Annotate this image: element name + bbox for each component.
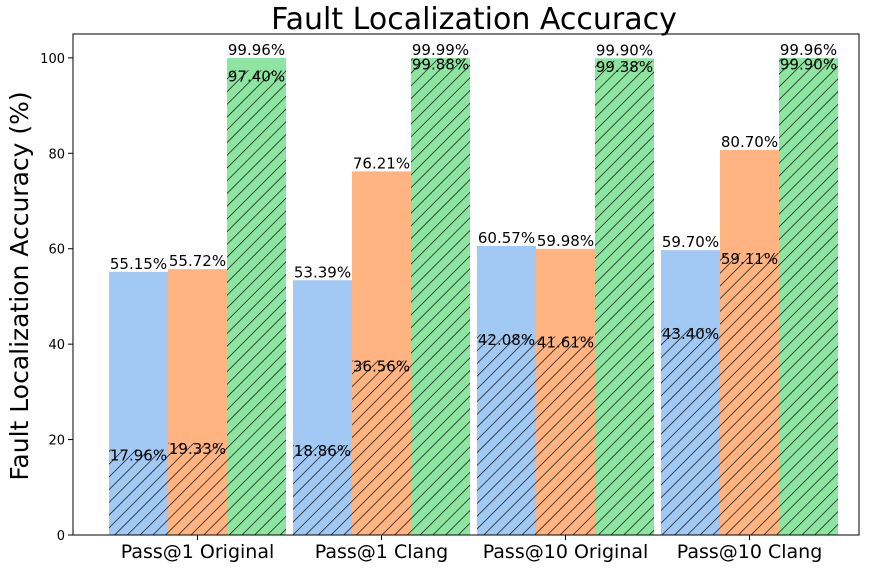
hatched-bar-3-2 [411,58,470,535]
hatched-value-label-1-3: 42.08% [478,331,535,349]
hatched-value-label-3-2: 99.88% [412,55,469,73]
axes-layer: Pass@1 Original Pass@1 Clang Pass@10 Origi… [40,33,860,563]
y-tick-label-3: 40 [48,338,65,353]
hatched-value-label-3-3: 99.38% [596,58,653,76]
chart-title: Fault Localization Accuracy [271,2,677,37]
value-label-2-2: 76.21% [353,154,410,172]
y-tick-label-1: 0 [57,529,65,544]
hatched-bar-2-4 [720,252,779,535]
hatched-bar-1-4 [661,327,720,535]
value-label-2-3: 59.98% [537,232,594,250]
hatched-value-label-1-2: 18.86% [294,442,351,460]
value-label-3-3: 99.90% [596,41,653,59]
labels-layer: 55.15% 17.96% 55.72% 19.33% 99.96% 97.40% 53.3… [110,41,837,464]
hatched-bar-3-3 [595,60,654,535]
value-label-3-1: 99.96% [228,41,285,59]
hatched-value-label-1-1: 17.96% [110,446,167,464]
hatched-value-label-3-1: 97.40% [228,67,285,85]
y-axis-label: Fault Localization Accuracy (%) [5,91,34,480]
value-label-2-1: 55.72% [169,252,226,270]
hatched-bar-2-2 [352,360,411,535]
x-tick-label-1: Pass@1 Original [121,541,275,563]
x-tick-label-2: Pass@1 Clang [315,541,448,563]
y-tick-label-2: 20 [48,434,65,449]
x-tick-label-3: Pass@10 Original [483,541,649,563]
hatched-bar-3-1 [227,70,286,536]
hatch-layer [109,58,838,536]
plot-frame [72,33,860,536]
hatched-value-label-2-3: 41.61% [537,333,594,351]
value-label-1-1: 55.15% [110,255,167,273]
value-label-3-4: 99.96% [780,41,837,59]
value-label-2-4: 80.70% [721,133,778,151]
value-label-1-4: 59.70% [662,233,719,251]
value-label-3-2: 99.99% [412,41,469,59]
y-tick-label-4: 60 [48,243,65,258]
hatched-bar-2-1 [168,442,227,535]
y-tick-label-6: 100 [40,52,65,67]
hatched-value-label-2-2: 36.56% [353,358,410,376]
hatched-value-label-1-4: 43.40% [662,325,719,343]
hatched-bar-2-3 [536,336,595,535]
hatched-value-label-3-4: 99.90% [780,55,837,73]
hatched-value-label-2-4: 59.11% [721,250,778,268]
x-tick-label-4: Pass@10 Clang [677,541,823,563]
hatched-bar-3-4 [779,58,838,535]
hatched-bar-1-2 [293,445,352,535]
hatched-value-label-2-1: 19.33% [169,440,226,458]
y-tick-label-5: 80 [48,147,65,162]
value-label-1-2: 53.39% [294,263,351,281]
hatched-bar-1-3 [477,334,536,535]
hatched-bar-1-1 [109,449,168,535]
value-label-1-3: 60.57% [478,229,535,247]
